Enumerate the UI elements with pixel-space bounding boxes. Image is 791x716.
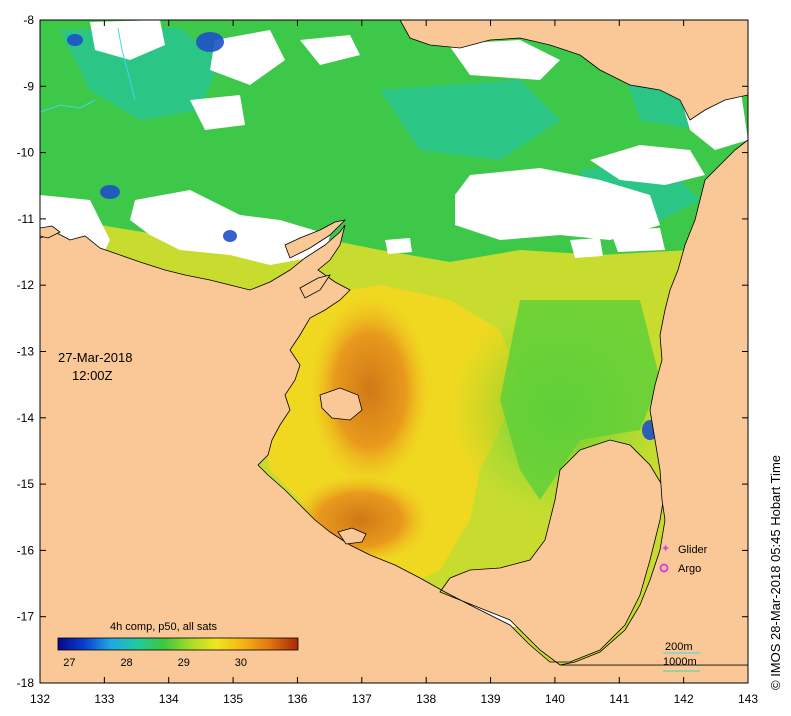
argo-marker — [659, 563, 669, 573]
land-wessel-islands — [284, 219, 347, 299]
x-tick-label: 136 — [287, 692, 307, 706]
isobath-200m — [40, 27, 136, 113]
isobath-legend: 200m 1000m — [663, 641, 700, 672]
x-tick-label: 140 — [545, 692, 565, 706]
colorbar-tick-label: 28 — [120, 657, 132, 669]
isobath-1000m-label: 1000m — [663, 656, 697, 668]
cloud-mask — [40, 20, 748, 630]
sst-hot-core — [310, 295, 430, 485]
colorbar-ticks: 27 28 29 30 — [63, 657, 247, 669]
x-tick-label: 132 — [30, 692, 50, 706]
argo-label: Argo — [678, 563, 701, 575]
y-tick-label: -10 — [17, 146, 35, 160]
legend: ✦ Glider Argo — [659, 543, 708, 575]
colorbar-tick-label: 29 — [178, 657, 190, 669]
x-tick-label: 138 — [416, 692, 436, 706]
land-new-guinea — [399, 20, 748, 121]
x-tick-label: 134 — [159, 692, 179, 706]
glider-marker: ✦ — [661, 543, 670, 555]
land-cape-york — [559, 139, 748, 666]
x-tick-label: 133 — [94, 692, 114, 706]
land-groote-eylandt — [319, 387, 363, 421]
colorbar-gradient — [57, 637, 299, 651]
y-tick-label: -18 — [17, 676, 35, 690]
sst-green-gulf-east — [500, 300, 660, 500]
colorbar-tick-label: 30 — [235, 657, 247, 669]
y-axis: -8 -9 -10 -11 -12 -13 -14 -15 -16 -17 -18 — [17, 13, 748, 690]
y-tick-label: -11 — [18, 212, 35, 226]
x-tick-label: 143 — [738, 692, 758, 706]
land-nw-coast — [40, 225, 61, 239]
map-plot-area — [40, 20, 748, 683]
glider-label: Glider — [678, 544, 708, 556]
x-tick-label: 141 — [609, 692, 629, 706]
y-tick-label: -17 — [17, 610, 35, 624]
x-tick-label: 139 — [481, 692, 501, 706]
date-label: 27-Mar-2018 — [58, 350, 132, 365]
time-label: 12:00Z — [72, 368, 113, 383]
y-tick-label: -16 — [17, 543, 35, 557]
isobath-200m-label: 200m — [665, 641, 693, 653]
y-tick-label: -8 — [23, 13, 34, 27]
y-tick-label: -15 — [17, 477, 35, 491]
x-tick-label: 137 — [352, 692, 372, 706]
credit-label: © IMOS 28-Mar-2018 05:45 Hobart Time — [768, 455, 783, 690]
y-tick-label: -12 — [17, 278, 35, 292]
y-tick-label: -9 — [23, 79, 34, 93]
colorbar: 4h comp, p50, all sats 27 28 29 30 — [57, 621, 299, 669]
y-tick-label: -13 — [17, 345, 35, 359]
colorbar-title: 4h comp, p50, all sats — [110, 621, 218, 633]
x-tick-label: 135 — [223, 692, 243, 706]
colorbar-tick-label: 27 — [63, 657, 75, 669]
x-axis: 132 133 134 135 136 137 138 139 140 141 142 143 — [30, 20, 758, 706]
land-northern-territory — [40, 224, 748, 683]
y-tick-label: -14 — [17, 411, 35, 425]
x-tick-label: 142 — [674, 692, 694, 706]
land-mornington-island — [337, 527, 367, 545]
